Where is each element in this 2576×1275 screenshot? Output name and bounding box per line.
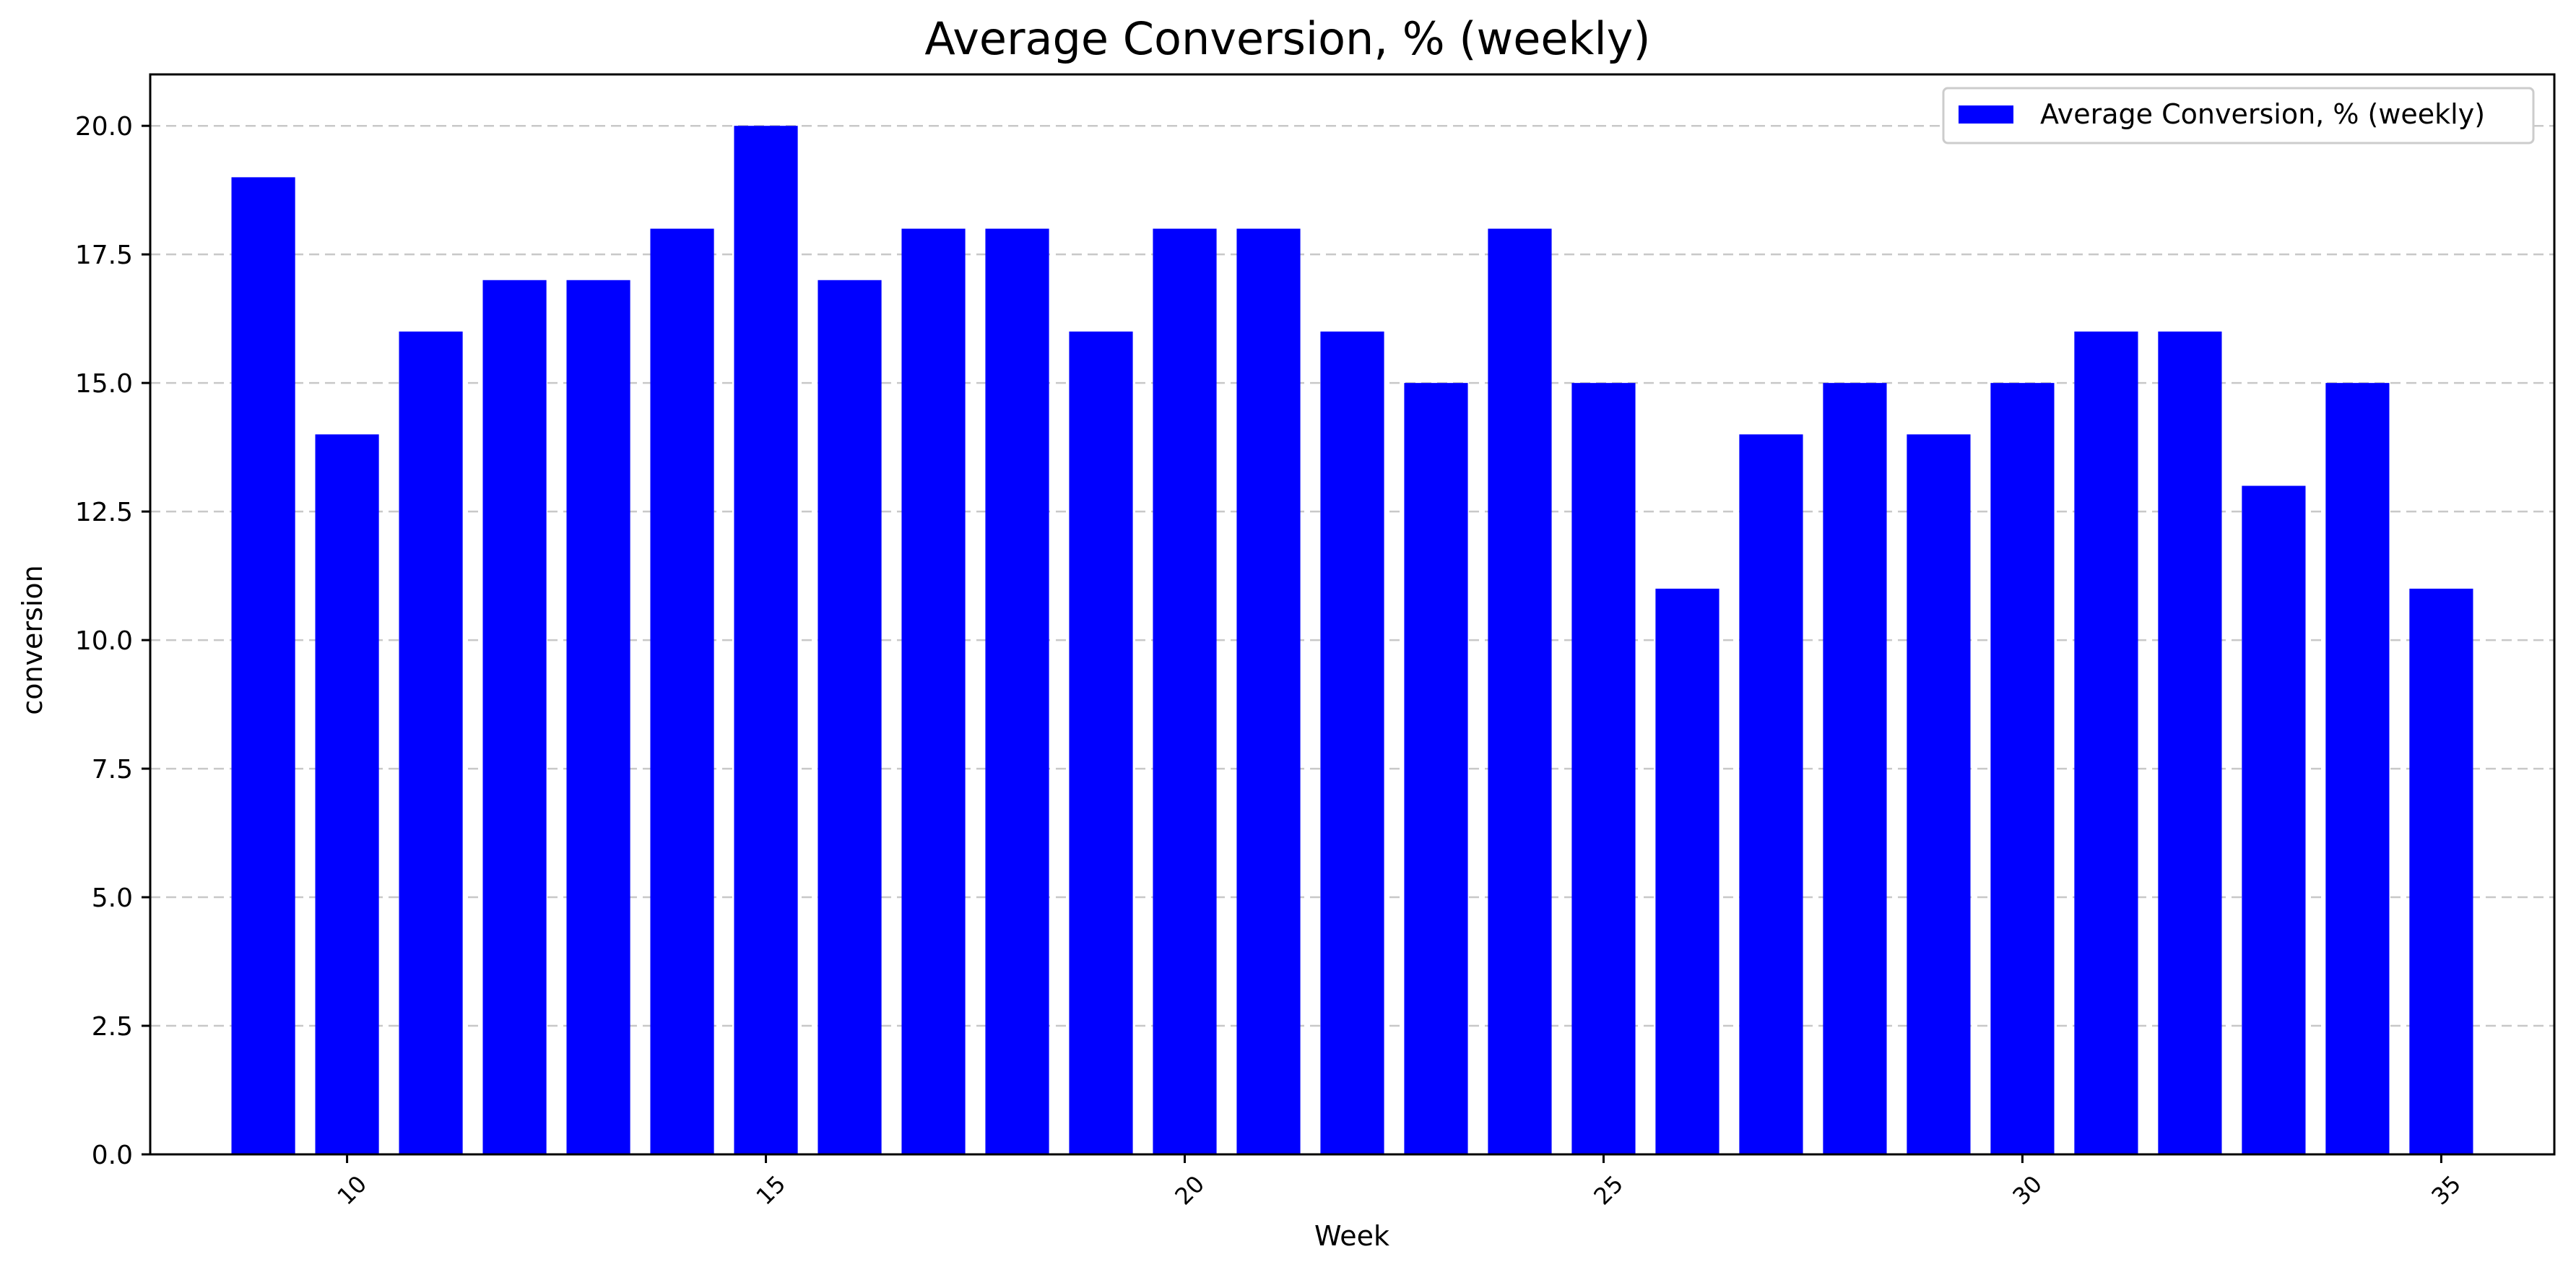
bar-week-32 [2158,331,2222,1154]
plot-frame [149,73,2556,1156]
bars [231,126,2473,1155]
axes [149,73,2556,1156]
y-tick-label: 0.0 [92,1141,133,1170]
bar-week-33 [2242,485,2306,1154]
bar-week-15 [734,126,798,1155]
bar-week-27 [1739,434,1803,1154]
y-tick-label: 5.0 [92,883,133,913]
bar-week-35 [2409,588,2473,1154]
bar-week-34 [2325,383,2390,1155]
bar-week-16 [818,280,882,1154]
bar-week-31 [2074,331,2138,1154]
y-tick-label: 17.5 [75,241,133,270]
bar-week-13 [566,280,630,1154]
x-tick-label: 25 [1588,1170,1629,1211]
y-axis-label: conversion [17,565,48,714]
y-tick-label: 7.5 [92,755,133,785]
legend-swatch [1959,105,2013,124]
bar-week-11 [399,331,463,1154]
bar-week-24 [1488,228,1552,1155]
bar-week-14 [650,228,714,1155]
legend-label: Average Conversion, % (weekly) [2040,98,2485,130]
x-tick-label: 10 [332,1170,373,1211]
legend-box [1942,87,2535,144]
y-tick-label: 10.0 [75,626,133,656]
legend: Average Conversion, % (weekly) [1942,87,2535,144]
bar-week-21 [1236,228,1301,1155]
y-tick-label: 20.0 [75,112,133,142]
chart-title: Average Conversion, % (weekly) [924,12,1650,65]
x-tick-label: 30 [2007,1170,2047,1211]
x-axis-label: Week [1314,1220,1389,1252]
bar-week-17 [901,228,966,1155]
y-tick-label: 12.5 [75,498,133,527]
bar-week-29 [1907,434,1971,1154]
gridlines [150,124,2554,1156]
bar-week-28 [1823,383,1887,1155]
bar-week-12 [482,280,547,1154]
x-tick-label: 15 [751,1170,792,1211]
bar-week-23 [1404,383,1468,1155]
y-tick-label: 2.5 [92,1012,133,1042]
bar-week-30 [1990,383,2055,1155]
bar-week-20 [1153,228,1217,1155]
bar-week-19 [1069,331,1133,1154]
bar-week-18 [985,228,1049,1155]
bar-week-22 [1320,331,1384,1154]
x-tick-label: 35 [2426,1170,2466,1211]
bar-week-10 [315,434,379,1154]
bar-week-25 [1571,383,1636,1155]
bar-week-26 [1655,588,1719,1154]
bar-week-9 [231,177,295,1154]
y-tick-label: 15.0 [75,369,133,399]
x-tick-label: 20 [1169,1170,1210,1211]
